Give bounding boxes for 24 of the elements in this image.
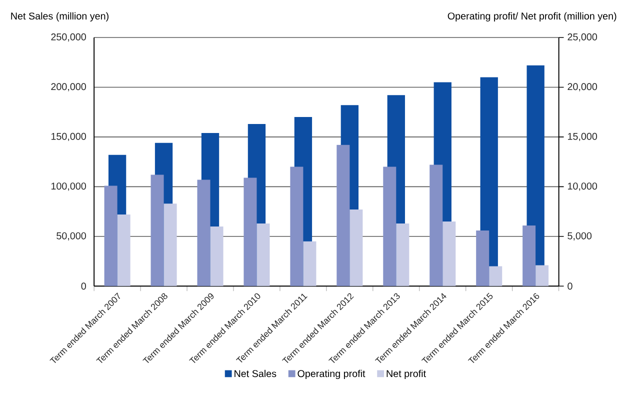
legend-label: Net Sales: [234, 370, 276, 378]
y2-tick-label: 15,000: [568, 133, 598, 142]
bar: [303, 242, 316, 286]
bar: [522, 226, 536, 286]
y2-tick-label: 25,000: [568, 34, 598, 42]
y-tick-label: 50,000: [56, 232, 86, 241]
y2-axis-title: Operating profit/ Net profit (million yen): [448, 12, 616, 22]
bar: [442, 222, 456, 286]
y2-tick-label: 20,000: [568, 83, 598, 92]
y-tick-label: 250,000: [51, 34, 86, 42]
y-tick-label: 100,000: [51, 182, 86, 191]
y-tick-label: 150,000: [51, 133, 86, 142]
bar: [489, 266, 502, 286]
bar: [536, 265, 549, 286]
y2-tick-label: 0: [568, 282, 572, 290]
legend-label: Operating profit: [298, 370, 366, 380]
bar: [396, 224, 410, 286]
bar: [476, 230, 490, 286]
y2-tick-label: 10,000: [568, 182, 598, 191]
legend-label: Net profit: [386, 370, 426, 380]
y-tick-label: 0: [81, 282, 86, 290]
y-axis-title: Net Sales (million yen): [11, 12, 108, 22]
y-tick-label: 200,000: [51, 83, 86, 92]
y2-tick-label: 5,000: [568, 232, 592, 241]
